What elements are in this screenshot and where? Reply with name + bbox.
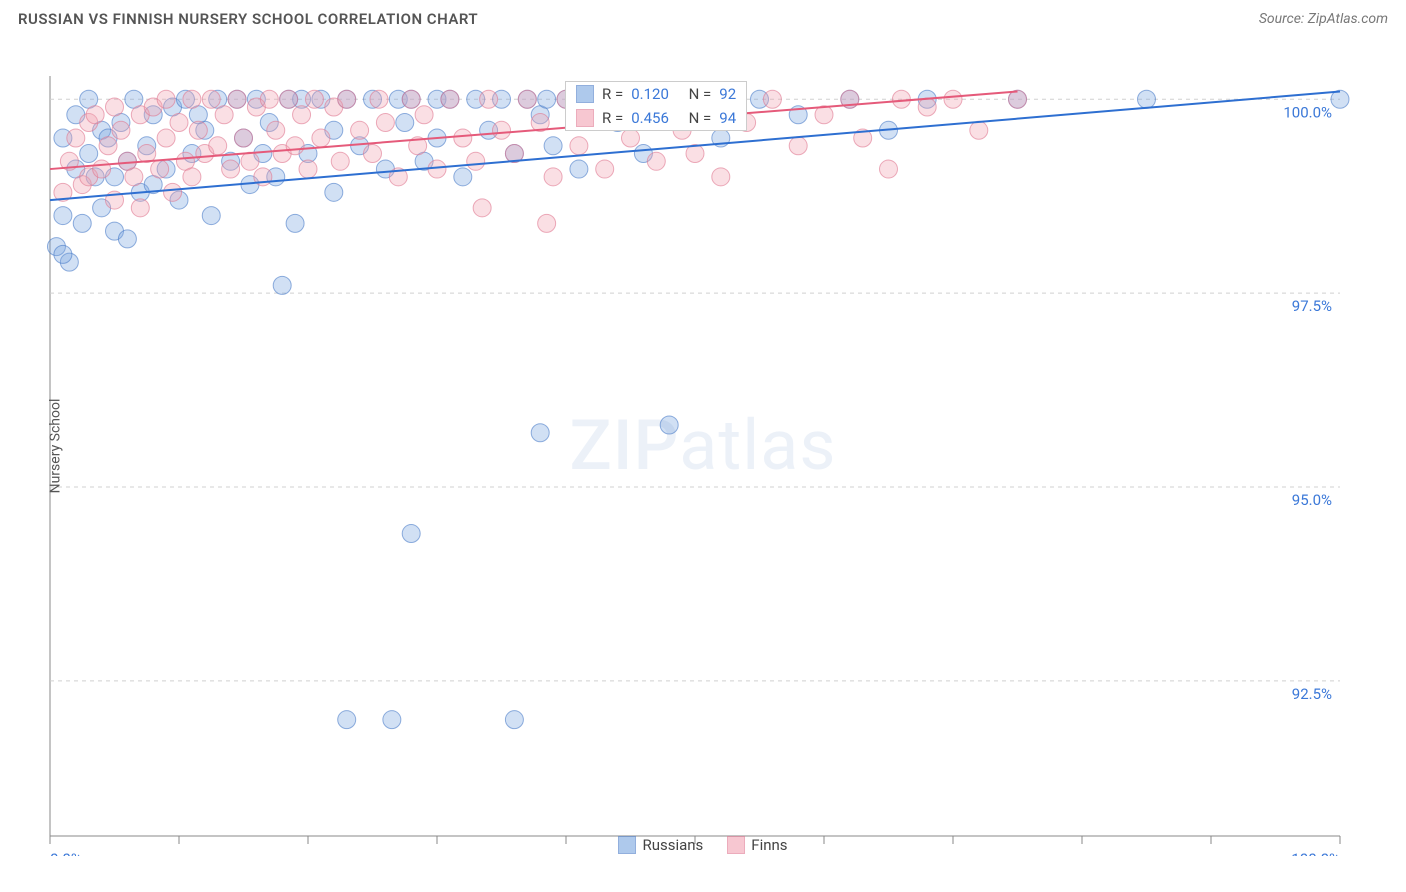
r-value: 0.120 [631, 85, 669, 103]
legend-item-russians: Russians [618, 836, 703, 854]
n-label: N = [689, 109, 712, 127]
svg-text:95.0%: 95.0% [1292, 491, 1332, 509]
r-value: 0.456 [631, 109, 669, 127]
n-label: N = [689, 85, 712, 103]
swatch-icon [576, 109, 594, 127]
svg-text:100.0%: 100.0% [1283, 103, 1332, 121]
svg-text:92.5%: 92.5% [1292, 685, 1332, 703]
r-label: R = [602, 109, 623, 127]
svg-text:97.5%: 97.5% [1292, 297, 1332, 315]
correlation-legend: R = 0.120 N = 92 R = 0.456 N = 94 [565, 81, 747, 131]
series-legend: Russians Finns [0, 836, 1406, 854]
legend-row-finns: R = 0.456 N = 94 [566, 106, 746, 130]
r-label: R = [602, 85, 623, 103]
scatter-plot: 92.5%95.0%97.5%100.0%0.0%100.0% [0, 36, 1406, 856]
legend-label: Russians [642, 836, 703, 854]
n-value: 92 [719, 85, 736, 103]
chart-title: RUSSIAN VS FINNISH NURSERY SCHOOL CORREL… [18, 10, 478, 28]
legend-item-finns: Finns [727, 836, 787, 854]
legend-label: Finns [751, 836, 787, 854]
swatch-icon [727, 836, 745, 854]
swatch-icon [576, 85, 594, 103]
y-axis-label: Nursery School [47, 399, 63, 494]
chart-area: Nursery School 92.5%95.0%97.5%100.0%0.0%… [0, 36, 1406, 856]
header: RUSSIAN VS FINNISH NURSERY SCHOOL CORREL… [0, 0, 1406, 36]
swatch-icon [618, 836, 636, 854]
source-label: Source: ZipAtlas.com [1259, 11, 1388, 27]
n-value: 94 [719, 109, 736, 127]
legend-row-russians: R = 0.120 N = 92 [566, 82, 746, 106]
